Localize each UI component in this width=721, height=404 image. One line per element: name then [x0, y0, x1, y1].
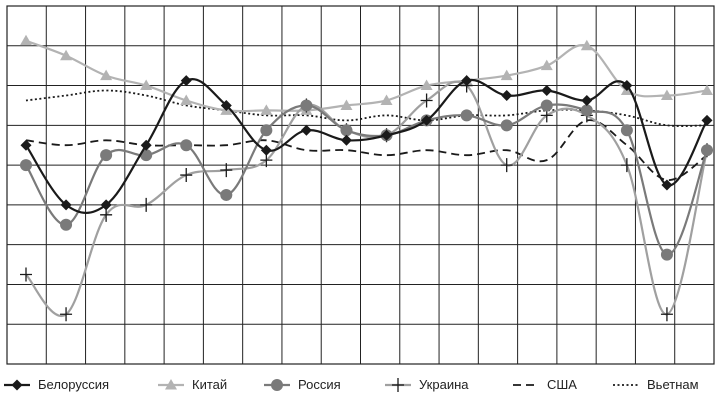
data-point: [260, 124, 273, 137]
data-point: [661, 179, 673, 191]
legend-marker: [165, 379, 177, 390]
data-point: [340, 124, 353, 137]
data-point: [100, 69, 113, 81]
data-point: [541, 85, 553, 97]
data-point: [500, 158, 513, 173]
data-point: [180, 168, 193, 183]
data-point: [620, 124, 633, 137]
data-point: [20, 139, 32, 151]
series-2: [20, 34, 713, 115]
data-point: [380, 94, 393, 105]
legend-label: Россия: [298, 377, 341, 392]
data-point: [140, 197, 153, 212]
legend: Белоруссия Китай Россия Украина США Вьетнам: [4, 377, 699, 392]
data-point: [180, 139, 193, 152]
legend-item-5: США: [513, 377, 577, 392]
data-point: [100, 199, 112, 211]
data-point: [660, 89, 673, 100]
legend-marker: [11, 379, 23, 391]
series-line: [25, 103, 709, 256]
data-point: [300, 124, 312, 136]
legend-item-4: Украина: [385, 377, 469, 392]
data-point: [300, 99, 313, 112]
data-point: [100, 149, 113, 162]
data-point: [260, 144, 272, 156]
data-point: [701, 144, 713, 157]
legend-item-3: Россия: [264, 377, 341, 392]
data-point: [180, 94, 193, 105]
legend-label: Белоруссия: [38, 377, 109, 392]
data-point: [701, 84, 713, 96]
data-point: [500, 119, 513, 132]
legend-label: Китай: [192, 377, 227, 392]
data-point: [60, 199, 72, 211]
data-point: [620, 158, 633, 173]
data-point: [220, 99, 232, 111]
data-point: [340, 99, 353, 110]
series-1: [20, 75, 713, 215]
data-point: [580, 104, 593, 117]
legend-label: США: [547, 377, 577, 392]
data-point: [381, 129, 393, 141]
data-point: [540, 59, 553, 71]
data-point: [461, 75, 473, 87]
data-point: [580, 39, 593, 51]
data-point: [20, 267, 32, 282]
data-point: [20, 159, 32, 172]
data-point: [500, 69, 513, 81]
data-point: [340, 134, 352, 146]
legend-label: Вьетнам: [647, 377, 699, 392]
data-point: [501, 90, 513, 101]
data-point: [220, 163, 233, 178]
data-point: [540, 99, 553, 112]
legend-item-1: Белоруссия: [4, 377, 109, 392]
data-point: [20, 34, 32, 46]
data-point: [260, 104, 273, 115]
legend-marker: [271, 379, 283, 391]
data-point: [60, 49, 73, 61]
data-point: [180, 75, 192, 87]
data-point: [140, 139, 152, 151]
grid: [6, 5, 715, 365]
legend-item-2: Китай: [158, 377, 227, 392]
data-point: [420, 79, 433, 91]
data-point: [60, 307, 73, 322]
data-point: [60, 218, 73, 231]
series-3: [20, 99, 713, 261]
data-point: [140, 79, 153, 91]
legend-label: Украина: [419, 377, 469, 392]
series-line: [25, 77, 708, 215]
legend-item-6: Вьетнам: [613, 377, 699, 392]
data-point: [581, 94, 593, 106]
data-point: [621, 80, 633, 92]
data-point: [460, 109, 473, 122]
legend-marker: [392, 378, 404, 392]
data-point: [420, 93, 433, 108]
series-layer: [20, 34, 713, 322]
data-point: [220, 188, 233, 201]
data-point: [660, 307, 673, 322]
data-point: [701, 114, 713, 126]
data-point: [660, 248, 673, 261]
data-point: [421, 114, 433, 126]
